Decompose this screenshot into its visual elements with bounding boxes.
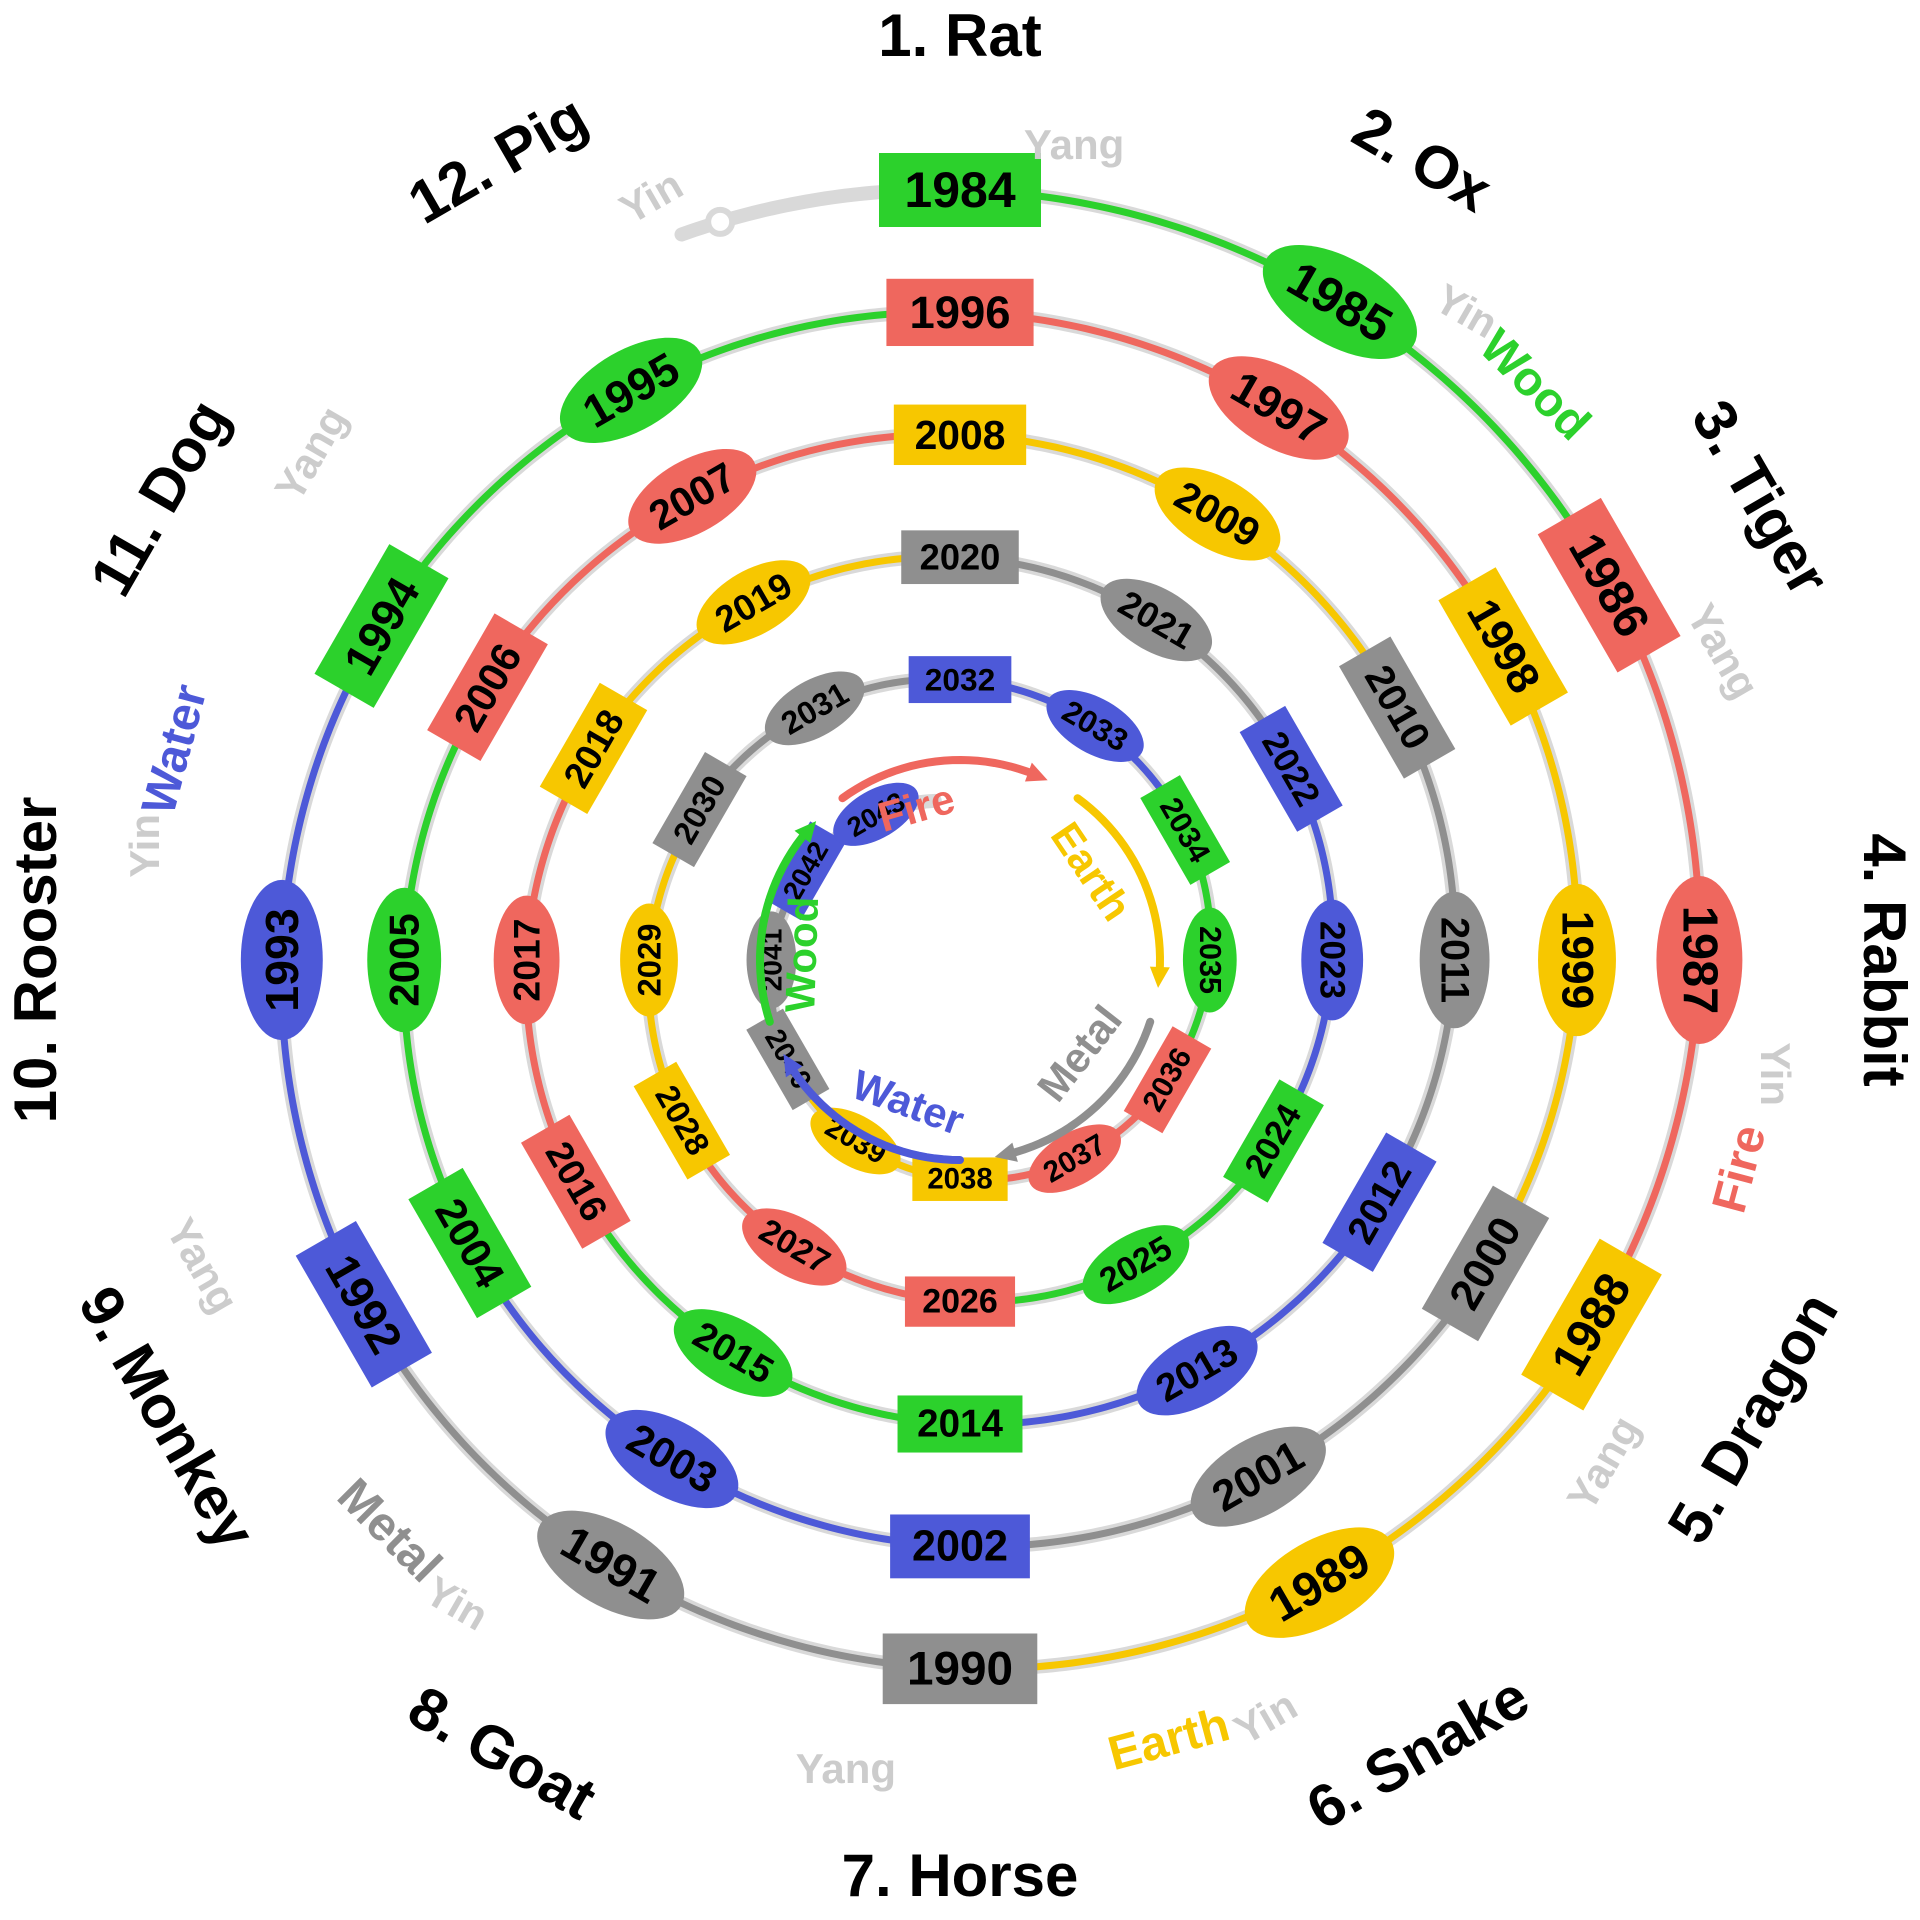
year-2031: 2031 <box>753 656 877 760</box>
center-label-earth: Earth <box>1042 814 1141 929</box>
year-2000: 2000 <box>1422 1186 1549 1342</box>
center-label-metal: Metal <box>1028 997 1131 1111</box>
year-1990: 1990 <box>883 1633 1038 1704</box>
year-label: 2026 <box>922 1283 998 1321</box>
zodiac-tiger: 3. Tiger <box>1679 389 1843 606</box>
year-1989: 1989 <box>1227 1505 1413 1661</box>
zodiac-rabbit: 4. Rabbit <box>1851 833 1918 1086</box>
yinyang-goat: Yin <box>417 1567 496 1640</box>
year-2001: 2001 <box>1174 1406 1342 1547</box>
year-2008: 2008 <box>894 405 1026 465</box>
year-1993: 1993 <box>241 880 323 1040</box>
year-label: 2005 <box>381 913 428 1006</box>
year-2011: 2011 <box>1420 892 1490 1029</box>
year-2012: 2012 <box>1322 1132 1436 1271</box>
year-label: 1987 <box>1672 906 1726 1015</box>
year-2016: 2016 <box>521 1115 631 1249</box>
year-2005: 2005 <box>367 888 441 1032</box>
year-2022: 2022 <box>1240 706 1343 832</box>
zodiac-pig: 12. Pig <box>397 82 598 237</box>
year-1996: 1996 <box>886 279 1033 346</box>
yinyang-dog: Yang <box>265 398 356 508</box>
year-2010: 2010 <box>1339 637 1455 779</box>
year-label: 2017 <box>506 918 548 1001</box>
yinyang-rooster: Yin <box>121 814 168 878</box>
year-2007: 2007 <box>613 429 772 563</box>
yinyang-dragon: Yang <box>1558 1408 1649 1518</box>
year-label: 2014 <box>917 1403 1003 1446</box>
center-arrowhead-earth <box>1150 967 1170 988</box>
year-2019: 2019 <box>683 543 824 662</box>
year-label: 2029 <box>631 923 668 996</box>
year-2018: 2018 <box>540 683 647 814</box>
zodiac-goat: 8. Goat <box>398 1673 608 1833</box>
year-label: 1984 <box>904 162 1015 218</box>
year-label: 1990 <box>907 1642 1013 1695</box>
yinyang-rat: Yang <box>1024 121 1124 168</box>
zodiac-dragon: 5. Dragon <box>1655 1281 1851 1554</box>
center-cycle: WoodFireEarthMetalWater <box>760 760 1170 1162</box>
element-label-earth: Earth <box>1103 1698 1235 1781</box>
year-2032: 2032 <box>909 656 1012 703</box>
year-2002: 2002 <box>890 1514 1030 1578</box>
year-2036: 2036 <box>1124 1026 1212 1133</box>
year-2020: 2020 <box>901 530 1019 584</box>
year-2024: 2024 <box>1223 1079 1324 1202</box>
element-label-metal: Metal <box>327 1469 451 1593</box>
element-label-water: Water <box>132 679 217 820</box>
year-1987: 1987 <box>1656 876 1742 1044</box>
year-2028: 2028 <box>634 1062 730 1180</box>
zodiac-ox: 2. Ox <box>1342 94 1503 225</box>
zodiac-rooster: 10. Rooster <box>2 797 69 1124</box>
year-label: 2023 <box>1313 921 1352 999</box>
year-2025: 2025 <box>1070 1209 1203 1320</box>
year-label: 2011 <box>1433 917 1477 1003</box>
year-2013: 2013 <box>1122 1308 1272 1434</box>
yinyang-pig: Yin <box>612 160 691 233</box>
year-2023: 2023 <box>1301 900 1363 1021</box>
zodiac-rat: 1. Rat <box>878 2 1041 69</box>
year-1984: 1984 <box>879 153 1041 227</box>
year-1991: 1991 <box>519 1488 702 1642</box>
year-2029: 2029 <box>620 904 678 1017</box>
yinyang-horse: Yang <box>796 1745 896 1792</box>
zodiac-spiral-diagram: Wood Fire Earth Metal Water 1984 1985 1986 1987 1… <box>0 0 1920 1920</box>
spiral-start-cap <box>708 210 732 234</box>
year-1985: 1985 <box>1244 222 1435 383</box>
center-label-wood: Wood <box>776 896 827 1013</box>
zodiac-snake: 6. Snake <box>1295 1663 1539 1843</box>
year-2014: 2014 <box>898 1395 1023 1452</box>
year-2026: 2026 <box>905 1276 1015 1326</box>
year-1998: 1998 <box>1438 567 1568 725</box>
year-label: 2002 <box>912 1522 1008 1570</box>
year-2004: 2004 <box>408 1168 531 1318</box>
year-2006: 2006 <box>427 613 548 761</box>
yinyang-tiger: Yang <box>1678 596 1769 706</box>
year-1992: 1992 <box>296 1221 432 1387</box>
year-2017: 2017 <box>494 896 560 1025</box>
year-1986: 1986 <box>1538 498 1681 673</box>
year-1988: 1988 <box>1521 1239 1662 1411</box>
yinyang-snake: Yin <box>1226 1681 1305 1754</box>
zodiac-dog: 11. Dog <box>77 389 242 607</box>
year-label: 2038 <box>927 1163 992 1196</box>
year-label: 2032 <box>925 662 996 698</box>
year-2030: 2030 <box>652 752 746 867</box>
zodiac-monkey: 9. Monkey <box>66 1275 269 1560</box>
year-1994: 1994 <box>314 544 448 708</box>
year-label: 1993 <box>256 908 308 1012</box>
year-1995: 1995 <box>543 316 720 465</box>
yinyang-monkey: Yang <box>157 1210 248 1320</box>
year-label: 1996 <box>909 287 1010 338</box>
year-label: 2020 <box>920 537 1001 578</box>
yinyang-rabbit: Yin <box>1752 1042 1799 1106</box>
element-label-fire: Fire <box>1703 1120 1777 1219</box>
year-label: 2035 <box>1193 926 1227 994</box>
zodiac-horse: 7. Horse <box>842 1842 1079 1909</box>
year-label: 1999 <box>1553 911 1602 1009</box>
year-2035: 2035 <box>1183 907 1237 1012</box>
year-1999: 1999 <box>1538 884 1616 1036</box>
year-2034: 2034 <box>1140 775 1230 885</box>
year-label: 2008 <box>915 412 1006 458</box>
